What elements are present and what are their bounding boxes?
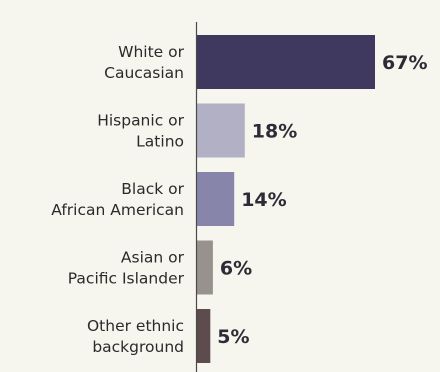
- category-label-3-line-1: Pacific Islander: [68, 270, 185, 288]
- category-label-2-line-1: African American: [51, 201, 184, 219]
- category-label-0-line-0: White or: [118, 43, 184, 61]
- bar-2: [197, 172, 235, 226]
- bar-3: [197, 240, 213, 295]
- category-label-1-line-1: Latino: [136, 133, 184, 151]
- value-labels: 67% 18% 14% 6% 5%: [217, 52, 427, 348]
- value-label-1: 18%: [252, 121, 297, 143]
- category-label-1: Hispanic or Latino: [97, 112, 184, 151]
- category-label-0-line-1: Caucasian: [104, 64, 184, 82]
- value-label-0: 67%: [382, 52, 427, 74]
- category-label-0: White or Caucasian: [104, 43, 184, 82]
- category-label-3-line-0: Asian or: [121, 249, 185, 267]
- category-label-4: Other ethnic background: [87, 317, 184, 356]
- bars-layer: [197, 35, 375, 363]
- value-label-4: 5%: [217, 326, 249, 348]
- bar-1: [197, 103, 245, 158]
- category-label-1-line-0: Hispanic or: [97, 112, 184, 130]
- value-label-3: 6%: [220, 258, 252, 280]
- value-label-2: 14%: [241, 189, 286, 211]
- bar-4: [197, 309, 211, 363]
- bar-0: [197, 35, 375, 89]
- category-label-4-line-1: background: [92, 338, 184, 356]
- category-label-4-line-0: Other ethnic: [87, 317, 184, 335]
- category-labels: White or Caucasian Hispanic or Latino Black …: [51, 43, 184, 356]
- category-label-2-line-0: Black or: [121, 180, 184, 198]
- category-label-2: Black or African American: [51, 180, 184, 219]
- category-label-3: Asian or Pacific Islander: [68, 249, 185, 288]
